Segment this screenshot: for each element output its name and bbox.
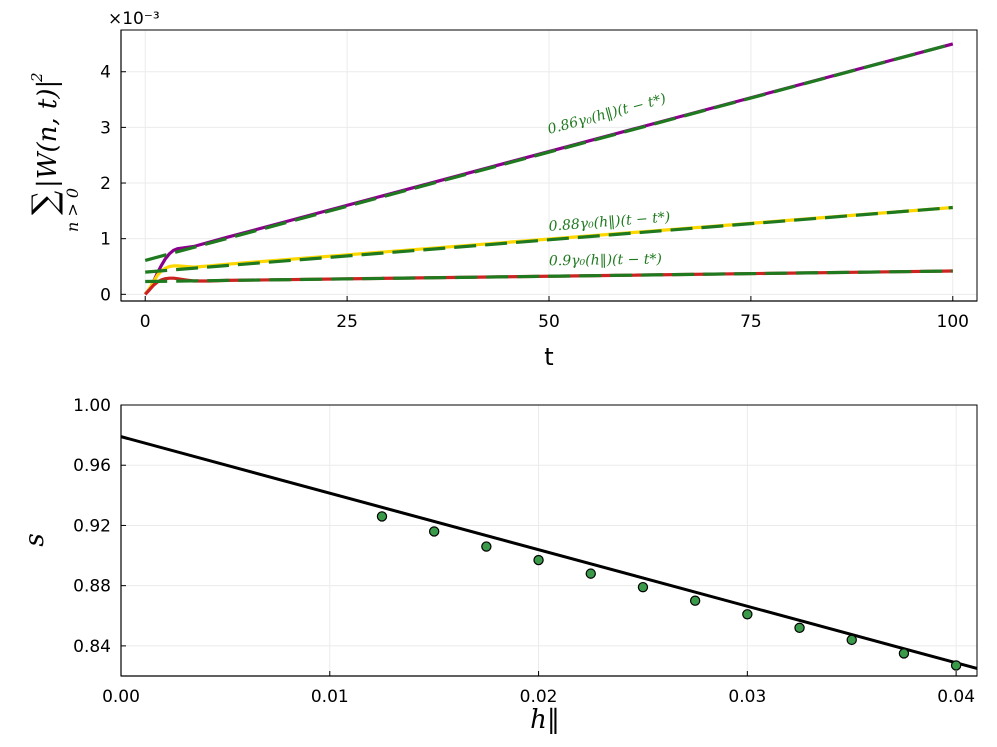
fit-line-3 <box>145 269 953 284</box>
y-tick-label: 1.00 <box>73 396 111 416</box>
y-tick-label: 2 <box>100 174 111 194</box>
x-tick-label: 0.02 <box>520 687 558 707</box>
bottom-plot-frame <box>120 404 978 677</box>
data-point <box>533 554 544 566</box>
top-series <box>143 42 954 296</box>
top-x-axis-title: t <box>544 343 553 371</box>
x-tick-label: 25 <box>336 312 358 332</box>
x-tick-label: 100 <box>937 312 969 332</box>
data-point <box>794 622 805 634</box>
x-tick-label: 50 <box>538 312 560 332</box>
data-point <box>585 568 596 579</box>
fit-annotation: 0.9γ₀(h‖)(t − t*) <box>549 251 662 269</box>
bottom-x-axis-title: h‖ <box>530 705 560 735</box>
top-annotations: 0.86γ₀(h‖)(t − t*)0.88γ₀(h‖)(t − t*)0.9γ… <box>546 91 671 269</box>
x-tick-label: 0.03 <box>728 687 766 707</box>
data-point <box>898 648 910 659</box>
data-point <box>950 660 962 671</box>
data-point <box>428 526 440 537</box>
y-tick-label: 0.88 <box>73 577 111 597</box>
data-point <box>637 581 649 593</box>
top-panel: 0 25 50 75 100 0 1 2 3 4 0.86γ₀(h‖)(t − t*)0.88γ₀… <box>25 9 978 371</box>
bottom-panel: 0.00 0.01 0.02 0.03 0.04 0.84 0.88 0.92 0.96 1.00… <box>20 396 978 735</box>
x-tick-label: 0.00 <box>102 687 140 707</box>
y-tick-label: 0.96 <box>73 456 111 476</box>
top-exponent-label: ×10⁻³ <box>108 9 160 29</box>
fit-annotation: 0.86γ₀(h‖)(t − t*) <box>546 91 668 138</box>
fit-line-2 <box>145 205 953 274</box>
data-point <box>689 595 701 606</box>
y-tick-label: 0 <box>100 285 111 305</box>
y-main-label: |W(n, t)| <box>33 80 63 188</box>
bottom-y-axis-title: s <box>20 533 50 546</box>
bottom-series <box>120 435 978 671</box>
y-tick-label: 0.84 <box>73 637 111 657</box>
top-y-axis-title: ∑ n > 0 |W(n, t)| 2 <box>25 72 82 232</box>
y-tick-label: 4 <box>100 63 111 83</box>
fit-line-1 <box>144 42 954 262</box>
data-point <box>742 609 753 620</box>
x-tick-label: 0.04 <box>937 687 975 707</box>
data-point <box>846 634 857 646</box>
bottom-grid <box>120 404 977 676</box>
y-tick-label: 3 <box>100 118 111 138</box>
x-tick-label: 0 <box>140 312 151 332</box>
data-point <box>481 541 492 552</box>
x-tick-label: 75 <box>740 312 762 332</box>
y-sum-subscript: n > 0 <box>63 188 82 232</box>
data-point <box>376 511 388 522</box>
y-sum-symbol: ∑ <box>25 191 65 215</box>
series-line-3 <box>144 269 953 296</box>
bottom-ticks: 0.00 0.01 0.02 0.03 0.04 0.84 0.88 0.92 0.96 1.00 <box>73 396 977 707</box>
x-tick-label: 0.01 <box>311 687 349 707</box>
y-tick-label: 1 <box>100 230 111 250</box>
y-main-superscript: 2 <box>28 72 46 83</box>
top-ticks: 0 25 50 75 100 0 1 2 3 4 <box>100 30 977 332</box>
y-tick-label: 0.92 <box>73 516 111 536</box>
fit-line <box>120 435 978 670</box>
